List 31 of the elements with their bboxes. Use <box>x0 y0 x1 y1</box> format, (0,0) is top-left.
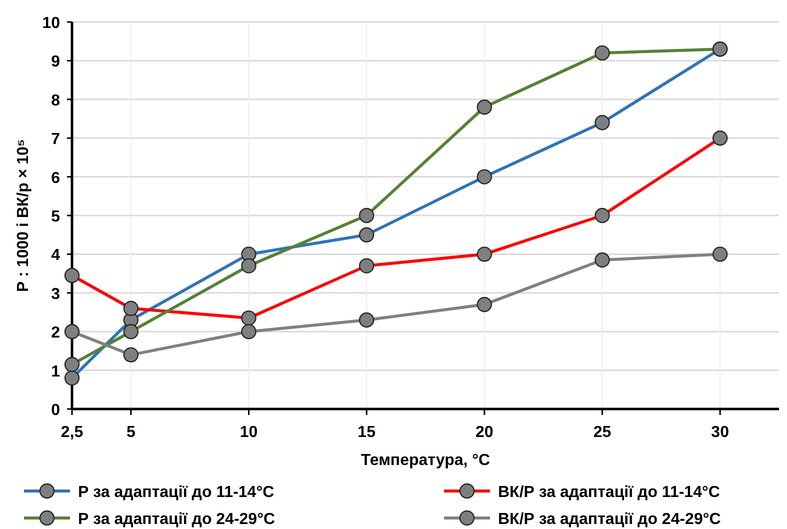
legend-label: ВК/Р за адаптації до 11-14°C <box>498 484 720 501</box>
y-tick-label: 1 <box>51 363 60 380</box>
x-axis-title: Температура, °C <box>360 452 491 469</box>
y-tick-label: 9 <box>51 54 60 71</box>
point <box>123 347 139 362</box>
x-tick-label: 5 <box>126 424 136 441</box>
y-tick-label: 8 <box>51 92 60 110</box>
point <box>64 324 80 340</box>
x-tick-label: 20 <box>476 424 494 441</box>
y-tick-label: 4 <box>51 247 60 264</box>
legend-label: Р за адаптації до 24-29°C <box>78 511 276 528</box>
x-tick-label: 30 <box>711 424 730 441</box>
y-tick-label: 10 <box>42 15 60 32</box>
y-tick-label: 7 <box>51 131 60 148</box>
legend-label: Р за адаптації до 11-14°C <box>78 484 275 501</box>
x-tick-label: 15 <box>358 424 376 441</box>
x-tick-label: 10 <box>240 424 258 441</box>
point <box>594 252 610 268</box>
x-tick-label: 2,5 <box>60 424 84 441</box>
point <box>712 246 728 262</box>
point <box>476 296 492 312</box>
y-tick-label: 0 <box>51 402 60 419</box>
y-tick-label: 2 <box>51 324 60 342</box>
point <box>241 324 256 340</box>
y-tick-label: 6 <box>51 170 60 187</box>
point <box>358 312 374 328</box>
y-axis-title: Р : 1000 і ВК/р × 10⁵ <box>15 139 32 292</box>
y-tick-label: 3 <box>51 286 60 303</box>
y-tick-label: 5 <box>51 208 60 226</box>
legend-label: ВК/Р за адаптації до 24-29°C <box>498 511 722 528</box>
x-tick-label: 25 <box>593 424 612 441</box>
